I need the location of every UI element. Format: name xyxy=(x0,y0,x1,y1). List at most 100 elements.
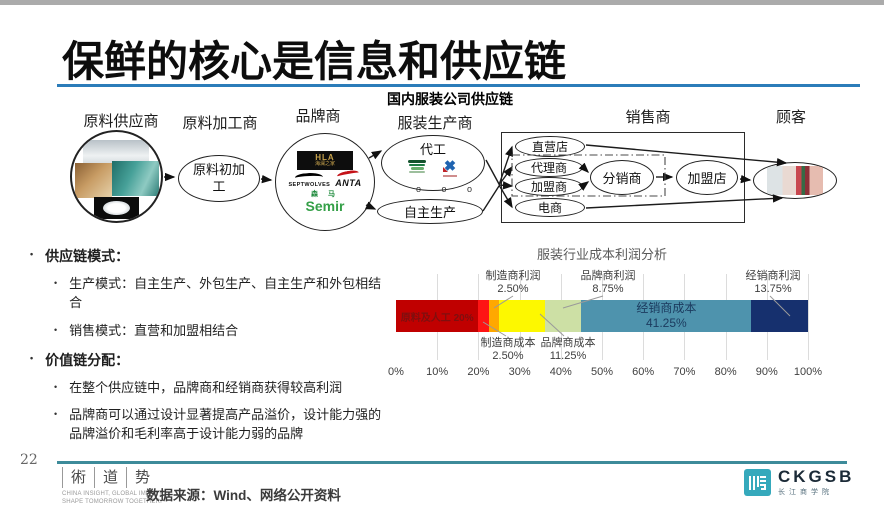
gridline xyxy=(808,274,809,360)
footer-logo-char: 道 xyxy=(94,467,126,488)
bullet-dot: • xyxy=(54,324,58,335)
shopping-photo xyxy=(767,166,823,195)
segment-inline-value: 41.25% xyxy=(645,316,687,330)
hla-logo-text: HLA xyxy=(315,153,335,163)
callout-label: 经销商利润 xyxy=(745,270,801,282)
hla-logo-subtext: 海澜之家 xyxy=(314,161,335,168)
x-tick-label: 10% xyxy=(426,366,449,378)
semir-cn-logo-text: 森 马 xyxy=(311,191,339,199)
bullet-list: • 供应链模式： • 生产模式：自主生产、外包生产、自主生产和外包相结合 • 销… xyxy=(30,246,382,453)
stacked-bar: 原料及人工 20% 经销商成本 41.25% xyxy=(396,300,808,332)
callout-manufacturer-profit: 制造商利润 2.50% xyxy=(486,270,541,296)
callout-value: 2.50% xyxy=(492,350,524,363)
raw-processing-node: 原料初加工 xyxy=(178,155,260,202)
hla-logo: HLA 海澜之家 xyxy=(297,151,353,171)
cost-profit-chart: 服装行业成本利润分析 原料及人工 20% 经销商成本 41.25% 0% 10% 20%… xyxy=(388,244,868,394)
x-tick-label: 50% xyxy=(590,366,614,378)
footer-divider-line xyxy=(57,461,847,464)
direct-store-node: 直营店 xyxy=(515,136,585,157)
bullet-group-title: • 价值链分配： xyxy=(30,350,382,370)
callout-brand-cost: 品牌商成本 11.25% xyxy=(541,337,596,363)
x-tick-label: 40% xyxy=(549,366,572,378)
callout-value: 2.50% xyxy=(497,283,529,296)
footer-logo-char: 势 xyxy=(126,467,158,488)
stage-label-brand: 品牌商 xyxy=(295,108,341,125)
bar-segment-0: 原料及人工 20% xyxy=(396,300,479,332)
franchise-store-label: 加盟店 xyxy=(687,171,727,186)
footer-left-logo: 術 道 势 CHINA INSIGHT, GLOBAL IMPACT, SHAP… xyxy=(62,467,192,506)
fabric-photo xyxy=(112,161,160,197)
x-tick-label: 90% xyxy=(755,366,778,378)
x-tick-label: 0% xyxy=(388,366,404,378)
top-bar xyxy=(0,0,884,5)
ecommerce-node: 电商 xyxy=(515,198,585,217)
callout-value: 8.75% xyxy=(592,283,624,296)
x-tick-label: 30% xyxy=(508,366,531,378)
septwolves-logo-text: SEPTWOLVES xyxy=(288,182,331,189)
customer-node xyxy=(753,162,837,199)
ckgsb-logo-icon xyxy=(744,469,771,496)
slide-title: 保鲜的核心是信息和供应链 xyxy=(62,38,567,85)
raw-materials-photo-collage xyxy=(72,132,161,221)
franchise-store-node: 加盟店 xyxy=(676,160,738,195)
ckgsb-chinese-name: 长江商学院 xyxy=(778,489,833,496)
franchisee-label: 加盟商 xyxy=(530,180,567,194)
green-manufacturer-logo xyxy=(408,160,426,173)
self-production-node: 自主生产 xyxy=(377,199,483,224)
agent-node: 代理商 xyxy=(515,158,583,177)
brand-node: HLA 海澜之家 SEPTWOLVES ANTA 森 马 Semir xyxy=(275,133,375,231)
raw-supplier-node xyxy=(70,130,163,223)
stage-label-seller: 销售商 xyxy=(625,109,671,126)
anta-logo-text: ANTA xyxy=(335,178,362,189)
blue-red-manufacturer-logo xyxy=(442,159,458,177)
bullet-text: 在整个供应链中，品牌商和经销商获得较高利润 xyxy=(69,379,343,395)
oem-node: 代工 xyxy=(381,135,485,191)
semir-en-logo-text: Semir xyxy=(305,198,345,215)
stage-label-raw-supplier: 原料供应商 xyxy=(83,113,159,130)
bullet-dot: • xyxy=(30,249,34,259)
chart-title: 服装行业成本利润分析 xyxy=(536,247,668,262)
title-underline xyxy=(57,84,860,87)
bullet-dot: • xyxy=(54,381,58,392)
callout-label: 品牌商利润 xyxy=(580,270,636,282)
callout-value: 11.25% xyxy=(549,350,587,363)
chart-xaxis: 0% 10% 20% 30% 40% 50% 60% 70% 80% 90% 100% xyxy=(388,366,822,382)
bullet-dot: • xyxy=(54,409,58,420)
stage-label-manufacturer: 服装生产商 xyxy=(397,115,473,132)
bullet-text: 生产模式：自主生产、外包生产、自主生产和外包相结合 xyxy=(69,276,382,310)
x-tick-label: 100% xyxy=(793,366,823,378)
callout-brand-profit: 品牌商利润 8.75% xyxy=(581,270,636,296)
callout-value: 13.75% xyxy=(754,283,792,296)
direct-store-label: 直营店 xyxy=(531,140,568,154)
x-tick-label: 20% xyxy=(467,366,490,378)
bullet-sub-item: • 销售模式：直营和加盟相结合 xyxy=(54,322,382,341)
bullet-sub-item: • 在整个供应链中，品牌商和经销商获得较高利润 xyxy=(54,379,382,398)
franchisee-node: 加盟商 xyxy=(515,177,583,196)
ckgsb-acronym: CKGSB xyxy=(778,467,855,486)
bullet-text: 销售模式：直营和加盟相结合 xyxy=(69,322,239,338)
callout-distributor-profit: 经销商利润 13.75% xyxy=(746,270,801,296)
bullet-group-title: • 供应链模式： xyxy=(30,246,382,266)
bar-segment-2 xyxy=(488,300,499,332)
callout-label: 品牌商成本 xyxy=(540,337,596,349)
bar-segment-5: 经销商成本 41.25% xyxy=(581,300,752,332)
cotton-photo xyxy=(94,196,139,220)
page-number: 22 xyxy=(20,452,38,468)
producers-ellipsis-dots: o o o xyxy=(416,184,482,194)
stage-label-raw-processor: 原料加工商 xyxy=(182,115,258,132)
segment-inline-label: 经销商成本 xyxy=(636,301,697,315)
bar-segment-1 xyxy=(478,300,489,332)
x-tick-label: 70% xyxy=(673,366,696,378)
footer-tagline-line2: SHAPE TOMORROW TOGETHER. xyxy=(62,499,163,506)
callout-manufacturer-cost: 制造商成本 2.50% xyxy=(481,337,536,363)
bar-segment-6 xyxy=(751,300,808,332)
segment-inline-label: 原料及人工 20% xyxy=(400,312,474,324)
callout-label: 制造商成本 xyxy=(480,337,536,349)
distributor-label: 分销商 xyxy=(602,171,642,186)
agent-label: 代理商 xyxy=(530,161,567,175)
footer-logo-char: 術 xyxy=(62,467,94,488)
self-production-label: 自主生产 xyxy=(403,205,456,220)
x-tick-label: 60% xyxy=(632,366,655,378)
ecommerce-label: 电商 xyxy=(537,201,562,215)
